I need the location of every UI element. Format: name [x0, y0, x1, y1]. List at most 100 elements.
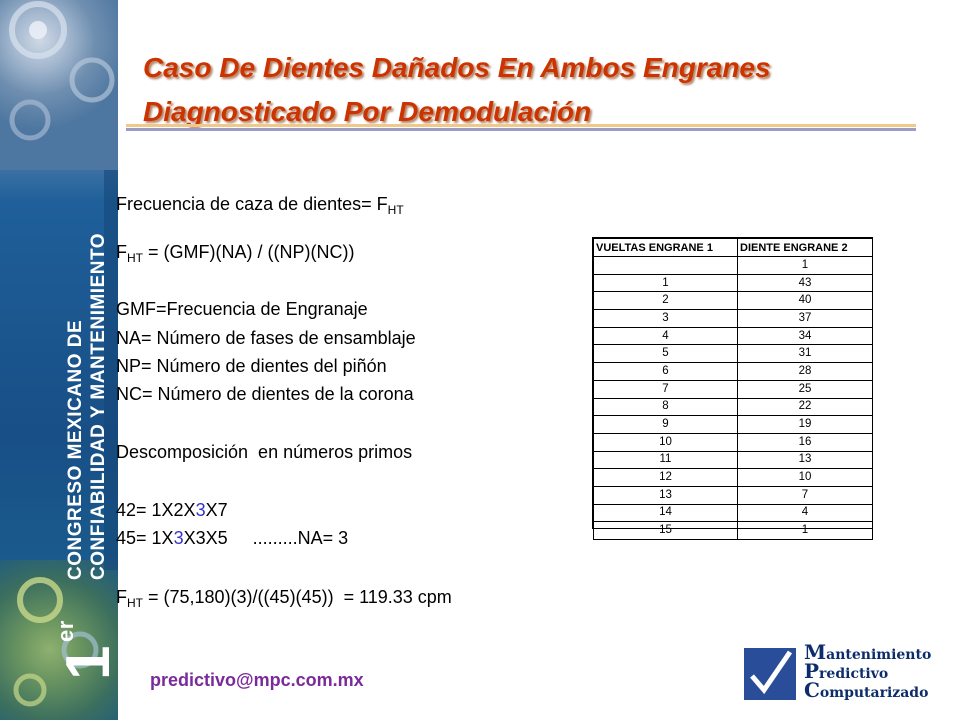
cell-vueltas: 7	[593, 379, 738, 399]
subscript-ht: HT	[387, 203, 404, 217]
header-diente: DIENTE ENGRANE 2	[737, 238, 873, 257]
banner-line-1: CONGRESO MEXICANO DE	[65, 319, 86, 580]
gears-image-top	[0, 0, 118, 170]
banner-line-2: CONFIABILIDAD Y MANTENIMIENTO	[88, 232, 109, 580]
cell-vueltas: 6	[593, 362, 738, 381]
cell-diente: 1	[737, 521, 873, 540]
checkmark-icon	[750, 650, 793, 695]
table-row: 3 37	[593, 309, 873, 328]
gears-image-bottom	[0, 560, 118, 720]
cell-vueltas	[593, 256, 738, 275]
logo-word-2: redictivo	[819, 666, 889, 682]
left-banner: 1 er CONGRESO MEXICANO DE CONFIABILIDAD …	[0, 0, 118, 720]
header-vueltas: VUELTAS ENGRANE 1	[593, 238, 738, 257]
factor-45-part-a: 45= 1X	[116, 528, 174, 548]
cell-diente: 43	[737, 273, 873, 293]
final-result-line: FHT = (75,180)(3)/((45)(45)) = 119.33 cp…	[116, 587, 452, 610]
factor-45-highlight: 3	[173, 528, 184, 548]
gear-teeth-table: VUELTAS ENGRANE 1 DIENTE ENGRANE 2 1 1 43 2…	[592, 237, 873, 540]
cell-diente: 4	[737, 503, 873, 523]
prime-factor-42: 42= 1X2X3X7	[116, 500, 228, 521]
cell-vueltas: 9	[593, 415, 738, 434]
logo-cap-p: P	[804, 659, 820, 683]
contact-email[interactable]: predictivo@mpc.com.mx	[150, 670, 364, 690]
table-row: 7 25	[593, 379, 873, 399]
gmf-definition: GMF=Frecuencia de Engranaje	[116, 299, 368, 319]
cell-vueltas: 4	[593, 326, 738, 346]
subscript-ht: HT	[127, 596, 143, 610]
table-row: 2 40	[593, 291, 873, 311]
logo-word-1: antenimiento	[826, 647, 932, 663]
slide-title: Caso De Dientes Dañados En Ambos Engrane…	[143, 46, 923, 134]
banner-ordinal-suffix: er	[53, 620, 78, 642]
slide-title-line-2: Diagnosticado Por Demodulación	[143, 96, 592, 127]
cell-vueltas: 3	[593, 309, 738, 328]
title-underline-shadow	[126, 128, 916, 131]
cell-diente: 10	[737, 468, 873, 487]
nc-definition: NC= Número de dientes de la corona	[116, 384, 414, 404]
cell-diente: 19	[737, 415, 873, 434]
logo-word-3: omputarizado	[819, 685, 929, 701]
cell-vueltas: 1	[593, 273, 738, 293]
table-row: 15 1	[593, 521, 873, 540]
cell-diente: 7	[737, 485, 873, 505]
table-row: 11 13	[593, 450, 873, 470]
logo-cap-c: C	[804, 678, 820, 702]
cell-vueltas: 12	[593, 468, 738, 487]
cell-diente: 25	[737, 379, 873, 399]
formula-line: FHT = (GMF)(NA) / ((NP)(NC))	[116, 242, 355, 265]
prime-decomposition-heading: Descomposición en números primos	[116, 442, 413, 462]
slide-title-line-1: Caso De Dientes Dañados En Ambos Engrane…	[143, 52, 771, 83]
table-row: 12 10	[593, 468, 873, 487]
cell-vueltas: 2	[593, 291, 738, 311]
formula-f: F	[116, 242, 127, 262]
cell-vueltas: 15	[593, 521, 738, 540]
cell-diente: 22	[737, 397, 873, 417]
cell-diente: 16	[737, 432, 873, 452]
subscript-ht: HT	[127, 251, 143, 265]
cell-diente: 34	[737, 326, 873, 346]
cell-diente: 37	[737, 309, 873, 328]
table-row: 5 31	[593, 344, 873, 364]
gear-decoration-icon	[9, 1, 118, 707]
table-row: 4 34	[593, 326, 873, 346]
banner-ordinal: 1	[54, 645, 118, 680]
hunting-frequency-line: Frecuencia de caza de dientes= FHT	[116, 194, 404, 217]
result-rest: = (75,180)(3)/((45)(45)) = 119.33 cpm	[143, 587, 452, 607]
cell-vueltas: 14	[593, 503, 738, 523]
na-definition: NA= Número de fases de ensamblaje	[116, 328, 416, 348]
table-row: 1	[593, 256, 873, 275]
logo-cap-m: M	[804, 640, 827, 664]
cell-diente: 40	[737, 291, 873, 311]
cell-vueltas: 13	[593, 485, 738, 505]
table-row: 14 4	[593, 503, 873, 523]
result-f: F	[116, 587, 127, 607]
cell-diente: 31	[737, 344, 873, 364]
cell-vueltas: 8	[593, 397, 738, 417]
prime-factor-45: 45= 1X3X3X5 .........NA= 3	[116, 528, 348, 549]
table-row: 6 28	[593, 362, 873, 381]
cell-vueltas: 11	[593, 450, 738, 470]
table-row: 1 43	[593, 273, 873, 293]
factor-42-part-a: 42= 1X2X	[116, 500, 196, 520]
logo-mark	[744, 648, 796, 700]
cell-vueltas: 10	[593, 432, 738, 452]
table-row: 9 19	[593, 415, 873, 434]
formula-rest: = (GMF)(NA) / ((NP)(NC))	[143, 242, 355, 262]
cell-vueltas: 5	[593, 344, 738, 364]
title-underline	[126, 124, 916, 127]
table-row: 13 7	[593, 485, 873, 505]
logo-wordmark: Mantenimiento Predictivo Computarizado	[804, 642, 932, 702]
mpc-logo: Mantenimiento Predictivo Computarizado	[744, 636, 931, 704]
np-definition: NP= Número de dientes del piñón	[116, 356, 387, 376]
cell-diente: 1	[737, 256, 873, 275]
table-row: 10 16	[593, 432, 873, 452]
factor-42-part-c: X7	[205, 500, 228, 520]
cell-diente: 13	[737, 450, 873, 470]
cell-diente: 28	[737, 362, 873, 381]
factor-45-part-c: X3X5 .........NA= 3	[183, 528, 349, 548]
table-row: 8 22	[593, 397, 873, 417]
hunting-frequency-text: Frecuencia de caza de dientes= F	[116, 194, 388, 214]
table-body: 1 1 43 2 40 3 37 4 34 5 31 6 28 7 25 8 22 9 19 10 16 11 13 12 10…	[593, 256, 873, 540]
factor-42-highlight: 3	[195, 500, 206, 520]
